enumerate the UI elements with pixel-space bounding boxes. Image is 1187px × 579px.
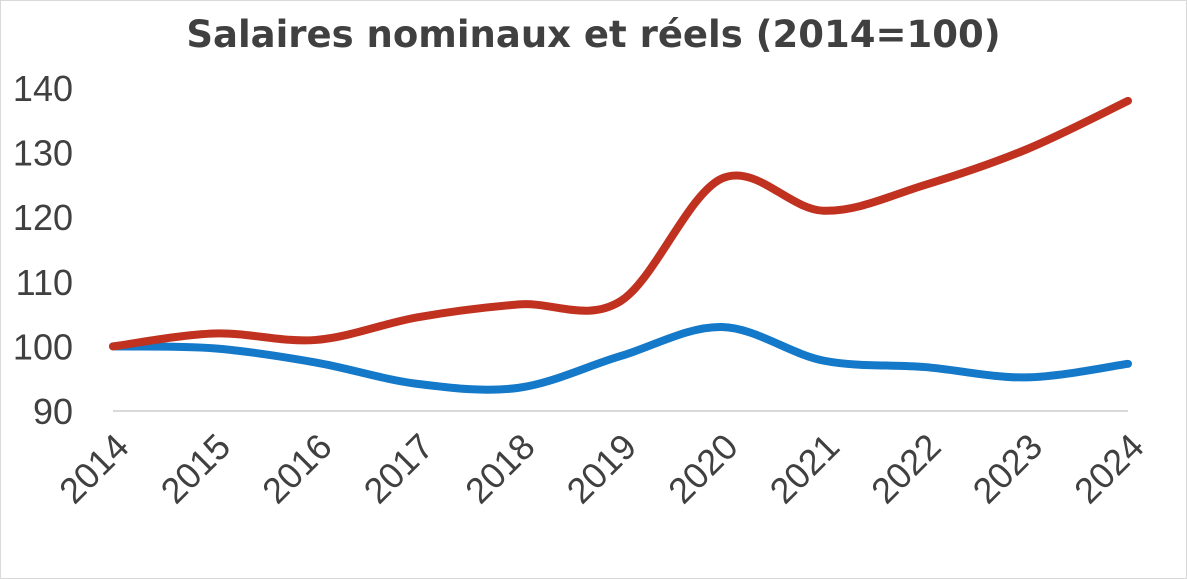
x-tick-label: 2023 [965, 426, 1051, 512]
series-line [109, 96, 1132, 351]
series-1 [109, 323, 1132, 394]
x-tick-label: 2014 [51, 426, 137, 512]
x-tick-label: 2016 [254, 426, 340, 512]
x-tick-label: 2024 [1066, 426, 1152, 512]
y-tick-label: 120 [13, 197, 73, 238]
x-tick-label: 2015 [153, 426, 239, 512]
x-tick-label: 2021 [762, 426, 848, 512]
x-tick-label: 2020 [660, 426, 746, 512]
x-tick-label: 2019 [559, 426, 645, 512]
y-tick-label: 140 [13, 68, 73, 109]
series-line [109, 323, 1132, 394]
x-tick-label: 2022 [863, 426, 949, 512]
series-0 [109, 96, 1132, 351]
y-tick-label: 110 [16, 262, 73, 303]
y-tick-label: 130 [13, 133, 73, 174]
y-tick-label: 90 [33, 391, 73, 432]
y-tick-label: 100 [13, 326, 73, 367]
chart-title: Salaires nominaux et réels (2014=100) [186, 13, 1001, 56]
x-tick-label: 2017 [356, 426, 442, 512]
x-tick-label: 2018 [457, 426, 543, 512]
